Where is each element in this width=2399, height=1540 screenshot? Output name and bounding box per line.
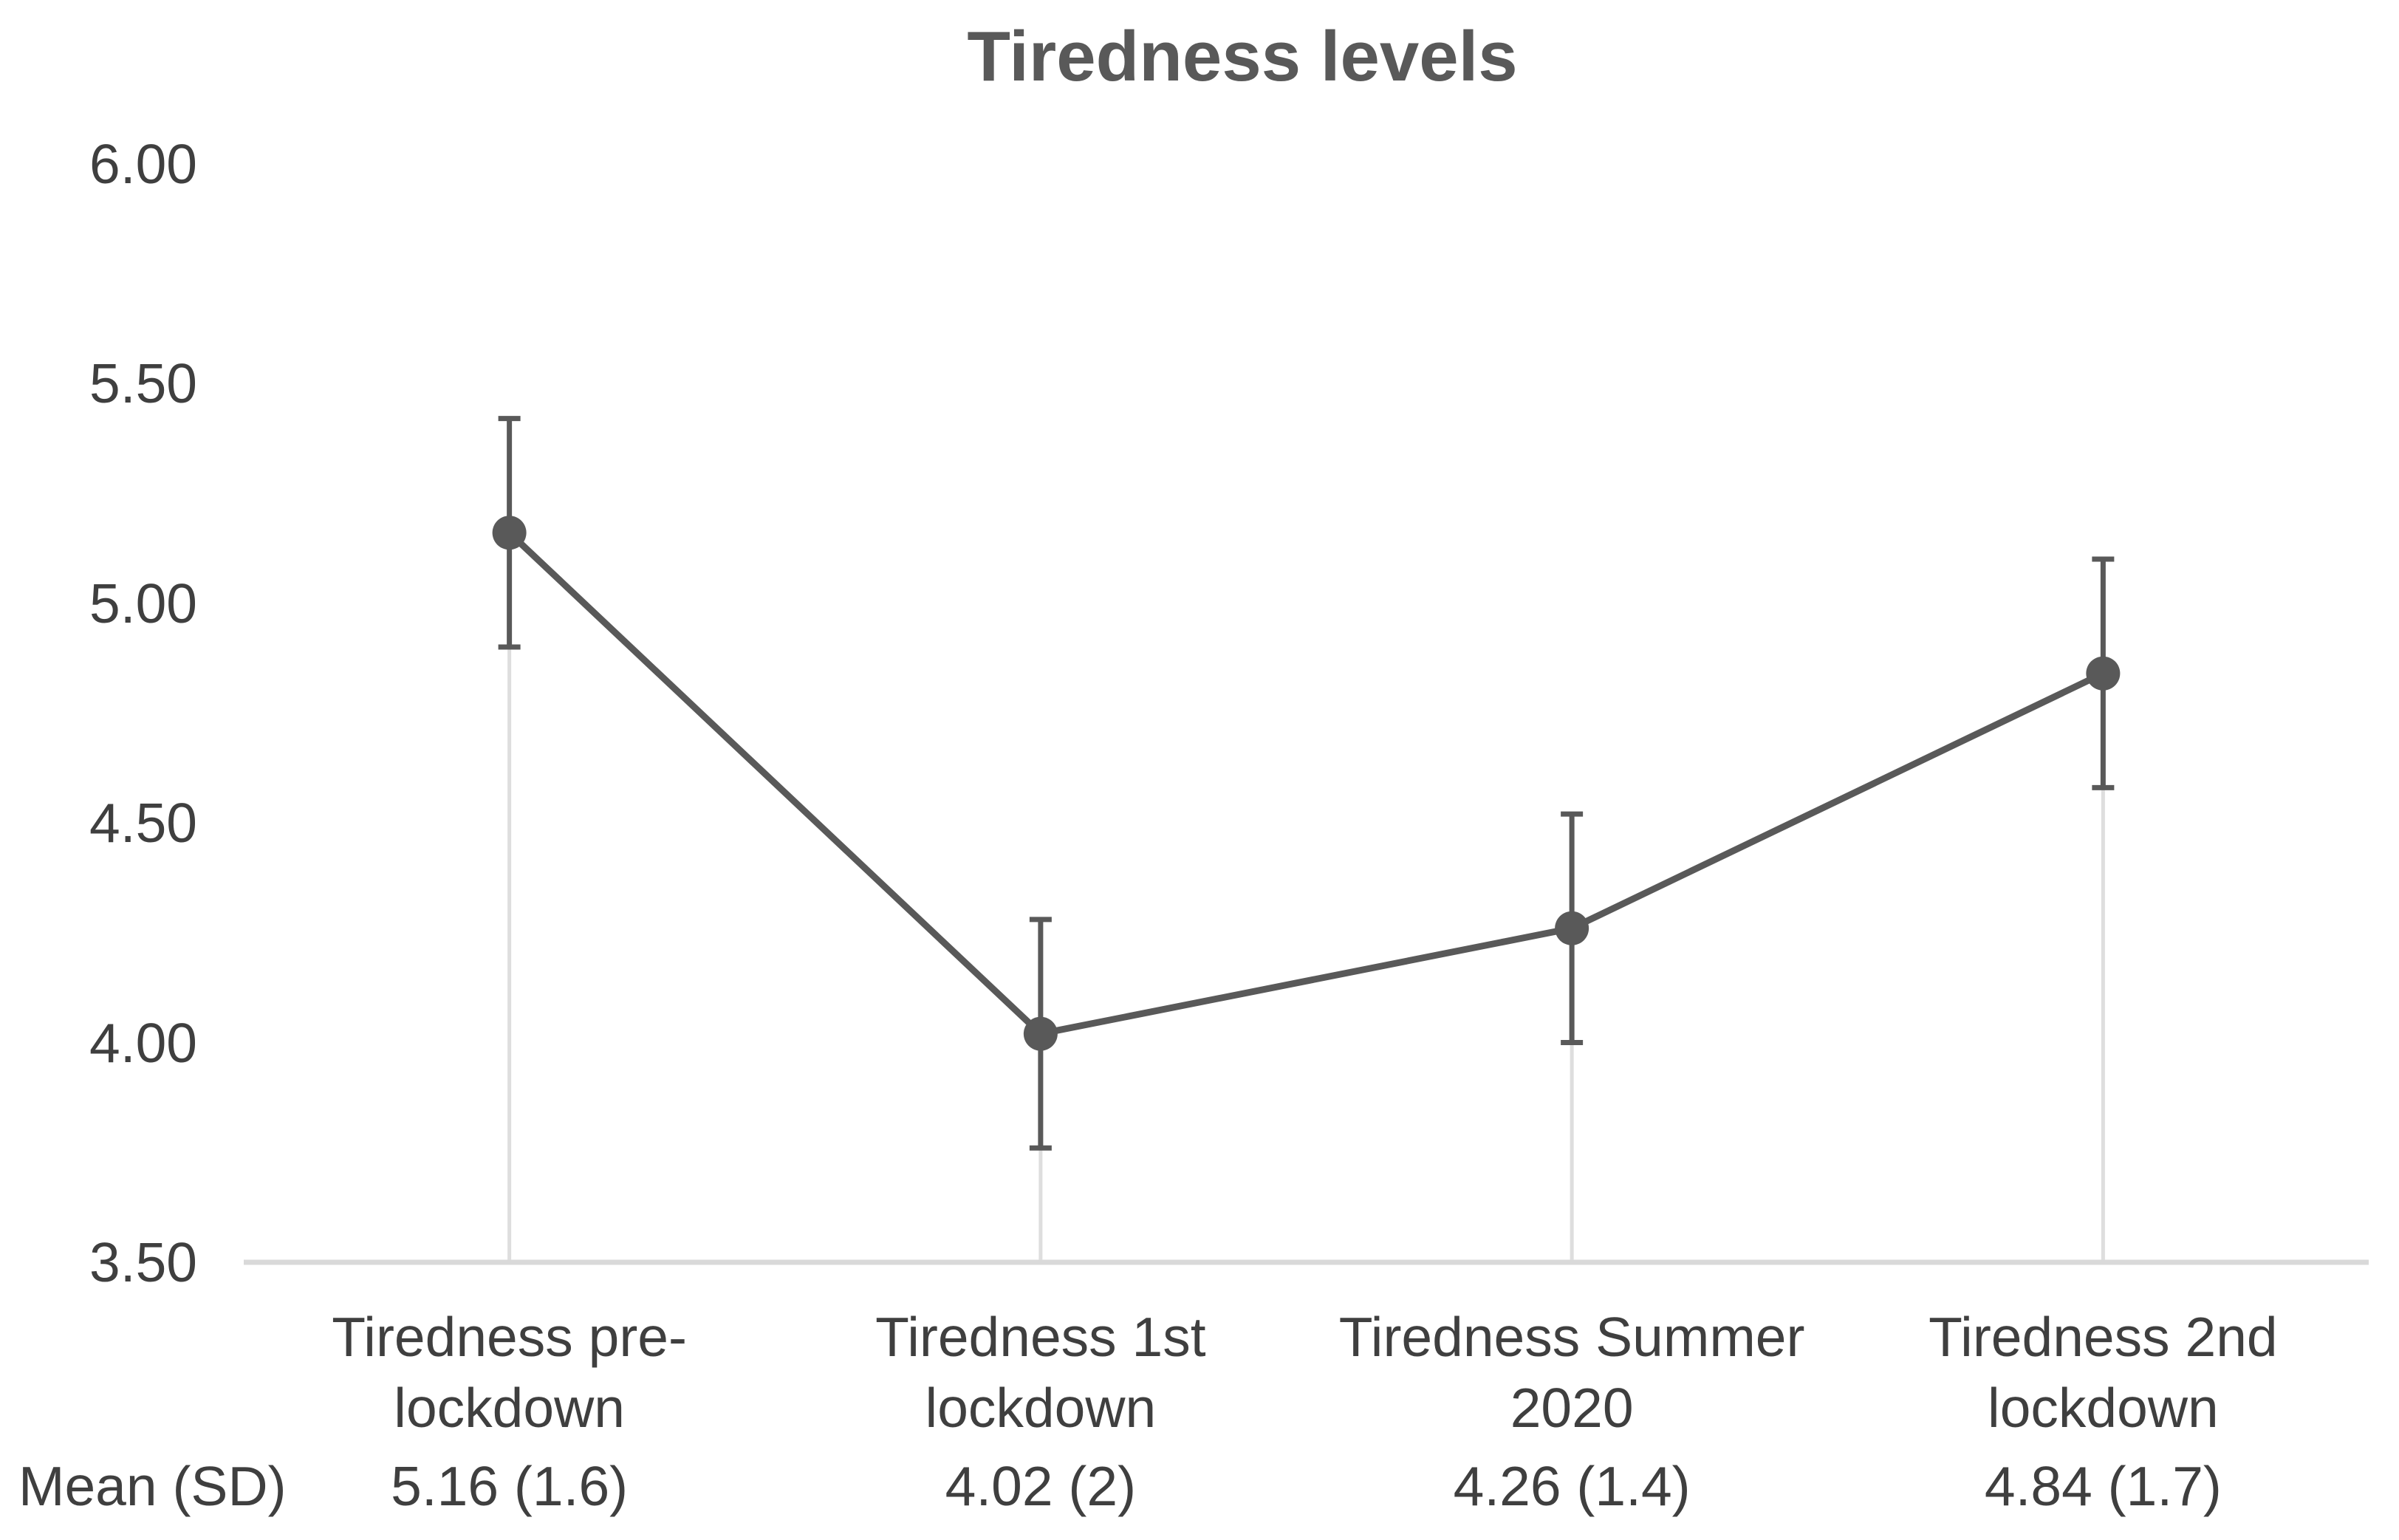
mean-sd-value: 4.02 (2) [945, 1455, 1137, 1517]
y-axis-tick-label: 4.00 [89, 1011, 197, 1074]
x-axis-category-label: Tiredness Summer 2020 [1338, 1306, 1805, 1439]
x-axis-category-label: Tiredness pre- lockdown [332, 1306, 687, 1439]
data-point-marker [1555, 911, 1589, 945]
y-axis-tick-label: 5.50 [89, 352, 197, 414]
x-axis-category-label: Tiredness 2nd lockdown [1929, 1306, 2278, 1439]
y-axis-tick-label: 5.00 [89, 572, 197, 634]
y-axis-tick-label: 4.50 [89, 792, 197, 854]
data-point-marker [492, 516, 527, 550]
y-axis-tick-label: 6.00 [89, 132, 197, 195]
mean-sd-row-label: Mean (SD) [18, 1455, 287, 1517]
y-axis-tick-label: 3.50 [89, 1231, 197, 1293]
chart-title: Tiredness levels [967, 17, 1518, 96]
series-line [507, 530, 2105, 1038]
data-point-marker [2086, 656, 2121, 691]
mean-sd-value: 5.16 (1.6) [391, 1455, 629, 1517]
data-point-marker [1023, 1016, 1058, 1051]
mean-sd-value: 4.84 (1.7) [1984, 1455, 2222, 1517]
mean-sd-value: 4.26 (1.4) [1453, 1455, 1691, 1517]
x-axis-category-label: Tiredness 1st lockdown [875, 1306, 1206, 1439]
